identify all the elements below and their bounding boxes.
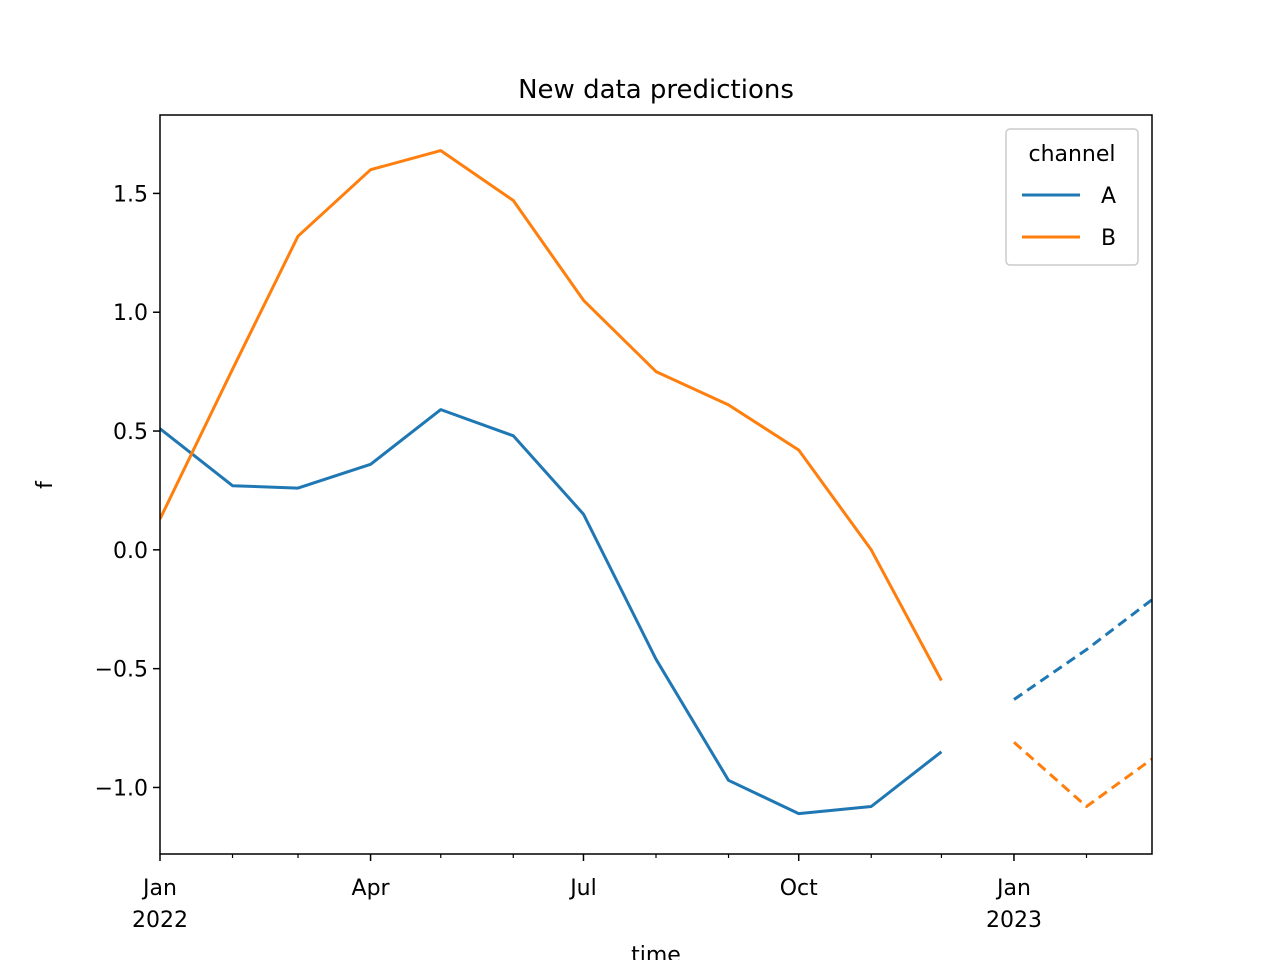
legend-label: B (1101, 226, 1116, 251)
legend-box (1005, 128, 1139, 266)
y-tick-label: 0.5 (113, 420, 148, 445)
series-line (160, 408, 943, 816)
y-tick-label: −1.0 (95, 776, 148, 801)
plot-frame (159, 114, 1153, 855)
x-tick-year: 2023 (986, 908, 1042, 933)
x-tick-label: Jan (995, 876, 1031, 901)
forecast-line (1013, 741, 1152, 808)
legend-label: A (1101, 184, 1116, 209)
x-tick-label: Jul (568, 876, 597, 901)
x-tick-label: Apr (352, 876, 391, 901)
y-axis-label: f (33, 480, 58, 489)
x-tick-label: Oct (780, 876, 818, 901)
x-tick-label: Jan (141, 876, 177, 901)
series-line (160, 149, 943, 682)
y-tick-label: 0.0 (113, 539, 148, 564)
forecast-line (1013, 598, 1152, 701)
y-tick-label: 1.0 (113, 301, 148, 326)
x-tick-year: 2022 (132, 908, 188, 933)
x-axis-label: time (631, 943, 681, 960)
y-tick-label: 1.5 (113, 182, 148, 207)
y-tick-label: −0.5 (95, 658, 148, 683)
chart-title: New data predictions (518, 75, 794, 105)
legend-title: channel (1028, 142, 1115, 167)
